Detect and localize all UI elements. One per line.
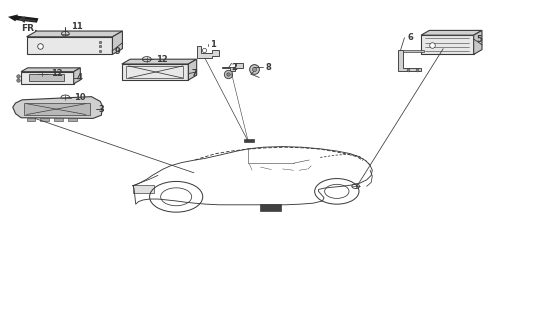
Bar xyxy=(24,103,90,115)
Bar xyxy=(54,118,63,121)
Bar xyxy=(403,50,424,52)
Polygon shape xyxy=(13,97,102,118)
Text: 1: 1 xyxy=(211,40,217,49)
Bar xyxy=(27,37,112,54)
Bar xyxy=(126,66,183,78)
Text: 2: 2 xyxy=(232,63,238,72)
FancyArrow shape xyxy=(8,14,38,23)
Polygon shape xyxy=(197,46,219,58)
Text: FR.: FR. xyxy=(21,24,38,33)
Bar xyxy=(122,64,188,80)
Polygon shape xyxy=(122,59,197,64)
Bar xyxy=(27,118,35,121)
Bar xyxy=(260,204,281,211)
Text: 6: 6 xyxy=(407,33,413,42)
Polygon shape xyxy=(222,63,243,71)
Polygon shape xyxy=(188,59,197,80)
Polygon shape xyxy=(398,50,421,71)
Text: 7: 7 xyxy=(191,69,197,78)
Bar xyxy=(244,139,254,142)
Polygon shape xyxy=(21,68,80,72)
Text: 11: 11 xyxy=(71,22,83,31)
Bar xyxy=(29,74,64,81)
Text: 3: 3 xyxy=(99,105,104,114)
Text: 5: 5 xyxy=(476,35,483,44)
Text: 8: 8 xyxy=(266,63,271,72)
Polygon shape xyxy=(421,30,482,35)
Bar xyxy=(21,72,74,84)
Bar xyxy=(68,118,77,121)
Bar xyxy=(133,185,154,193)
Polygon shape xyxy=(27,31,122,37)
Text: 9: 9 xyxy=(115,47,120,56)
Text: 4: 4 xyxy=(76,73,83,82)
Polygon shape xyxy=(474,30,482,54)
Bar xyxy=(421,35,474,54)
Text: 12: 12 xyxy=(156,55,168,64)
Polygon shape xyxy=(112,31,122,54)
Bar xyxy=(40,118,49,121)
Text: 10: 10 xyxy=(74,93,86,102)
Text: 12: 12 xyxy=(51,69,63,78)
Polygon shape xyxy=(74,68,80,84)
